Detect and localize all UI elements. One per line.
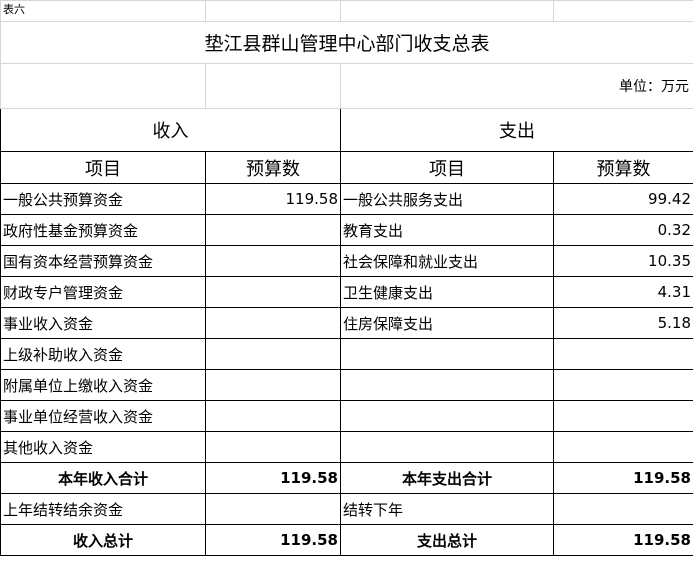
item-cell: 其他收入资金 <box>0 431 206 463</box>
item-cell: 附属单位上缴收入资金 <box>0 369 206 401</box>
unit-row: 单位：万元 <box>0 63 693 109</box>
table-row: 附属单位上缴收入资金 <box>0 369 693 401</box>
item-cell <box>340 431 554 463</box>
table-row: 上年结转结余资金 结转下年 <box>0 493 693 525</box>
item-cell: 政府性基金预算资金 <box>0 214 206 246</box>
amount-cell: 119.58 <box>553 462 693 494</box>
caption-row: 表六 <box>0 0 693 22</box>
section-income: 收入 <box>0 108 341 152</box>
item-cell: 财政专户管理资金 <box>0 276 206 308</box>
amount-cell <box>553 431 693 463</box>
item-cell <box>340 338 554 370</box>
amount-cell: 0.32 <box>553 214 693 246</box>
amount-cell <box>205 431 341 463</box>
table-row: 一般公共预算资金 119.58 一般公共服务支出 99.42 <box>0 183 693 215</box>
item-cell: 上级补助收入资金 <box>0 338 206 370</box>
amount-cell <box>553 493 693 525</box>
amount-cell <box>553 400 693 432</box>
item-cell: 社会保障和就业支出 <box>340 245 554 277</box>
section-row: 收入 支出 <box>0 108 693 152</box>
item-cell: 一般公共服务支出 <box>340 183 554 215</box>
title: 垫江县群山管理中心部门收支总表 <box>0 21 693 64</box>
table-row: 收入总计 119.58 支出总计 119.58 <box>0 524 693 556</box>
amount-cell <box>205 400 341 432</box>
amount-cell <box>553 369 693 401</box>
item-cell: 本年收入合计 <box>0 462 206 494</box>
column-header: 项目 <box>340 151 554 184</box>
table-row: 事业收入资金 住房保障支出 5.18 <box>0 307 693 339</box>
amount-cell <box>205 276 341 308</box>
item-cell: 本年支出合计 <box>340 462 554 494</box>
amount-cell: 119.58 <box>205 183 341 215</box>
item-cell: 卫生健康支出 <box>340 276 554 308</box>
amount-cell: 119.58 <box>205 462 341 494</box>
amount-cell: 5.18 <box>553 307 693 339</box>
title-row: 垫江县群山管理中心部门收支总表 <box>0 21 693 64</box>
amount-cell <box>205 369 341 401</box>
item-cell: 事业收入资金 <box>0 307 206 339</box>
amount-cell: 4.31 <box>553 276 693 308</box>
item-cell: 上年结转结余资金 <box>0 493 206 525</box>
item-cell <box>340 400 554 432</box>
amount-cell: 99.42 <box>553 183 693 215</box>
caption: 表六 <box>0 0 206 22</box>
table-row: 政府性基金预算资金 教育支出 0.32 <box>0 214 693 246</box>
column-header: 预算数 <box>553 151 693 184</box>
item-cell <box>340 369 554 401</box>
amount-cell: 119.58 <box>553 524 693 556</box>
header-row: 项目 预算数 项目 预算数 <box>0 151 693 184</box>
amount-cell <box>205 214 341 246</box>
item-cell: 住房保障支出 <box>340 307 554 339</box>
amount-cell <box>205 307 341 339</box>
table-row: 财政专户管理资金 卫生健康支出 4.31 <box>0 276 693 308</box>
column-header: 项目 <box>0 151 206 184</box>
item-cell: 事业单位经营收入资金 <box>0 400 206 432</box>
item-cell: 支出总计 <box>340 524 554 556</box>
item-cell: 收入总计 <box>0 524 206 556</box>
unit: 单位：万元 <box>340 63 693 109</box>
item-cell: 教育支出 <box>340 214 554 246</box>
column-header: 预算数 <box>205 151 341 184</box>
amount-cell <box>205 338 341 370</box>
section-expense: 支出 <box>340 108 693 152</box>
table-row: 国有资本经营预算资金 社会保障和就业支出 10.35 <box>0 245 693 277</box>
table-row: 上级补助收入资金 <box>0 338 693 370</box>
amount-cell: 10.35 <box>553 245 693 277</box>
amount-cell <box>205 493 341 525</box>
item-cell: 结转下年 <box>340 493 554 525</box>
item-cell: 国有资本经营预算资金 <box>0 245 206 277</box>
amount-cell <box>553 338 693 370</box>
amount-cell <box>205 245 341 277</box>
table-row: 其他收入资金 <box>0 431 693 463</box>
table-row: 本年收入合计 119.58 本年支出合计 119.58 <box>0 462 693 494</box>
table-row: 事业单位经营收入资金 <box>0 400 693 432</box>
item-cell: 一般公共预算资金 <box>0 183 206 215</box>
amount-cell: 119.58 <box>205 524 341 556</box>
